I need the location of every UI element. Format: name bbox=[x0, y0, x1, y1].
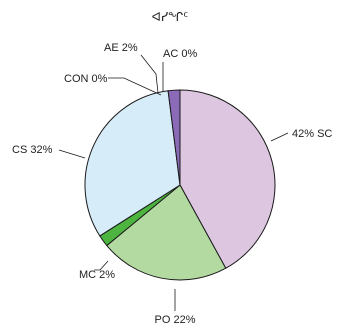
pie-slice-po bbox=[106, 184, 227, 281]
slice-label-ae: AE 2% bbox=[104, 42, 138, 54]
pie-slice-cs bbox=[84, 90, 181, 237]
leader-line-cs bbox=[58, 149, 86, 159]
slice-labels: 42% SC PO 22% MC 2% CS 32% CON 0% AE 2% AC 0% bbox=[12, 42, 332, 326]
label-leaders bbox=[58, 54, 289, 311]
pie-slice-sc bbox=[179, 89, 276, 269]
leader-line-con bbox=[108, 77, 162, 96]
slice-label-cs: CS 32% bbox=[12, 144, 53, 156]
slice-label-sc: 42% SC bbox=[292, 128, 332, 140]
slice-label-mc: MC 2% bbox=[79, 269, 115, 281]
slice-label-po: PO 22% bbox=[155, 314, 196, 326]
pie-slice-ae bbox=[167, 89, 181, 186]
slice-label-ac: AC 0% bbox=[163, 48, 197, 60]
leader-line-sc bbox=[270, 132, 289, 142]
leader-line-ae bbox=[140, 54, 159, 94]
leader-line-mc bbox=[94, 260, 109, 271]
pie-slices bbox=[84, 89, 276, 281]
chart-title: ᐊᓯᖏᑦ bbox=[152, 10, 189, 24]
slice-label-con: CON 0% bbox=[64, 73, 108, 85]
